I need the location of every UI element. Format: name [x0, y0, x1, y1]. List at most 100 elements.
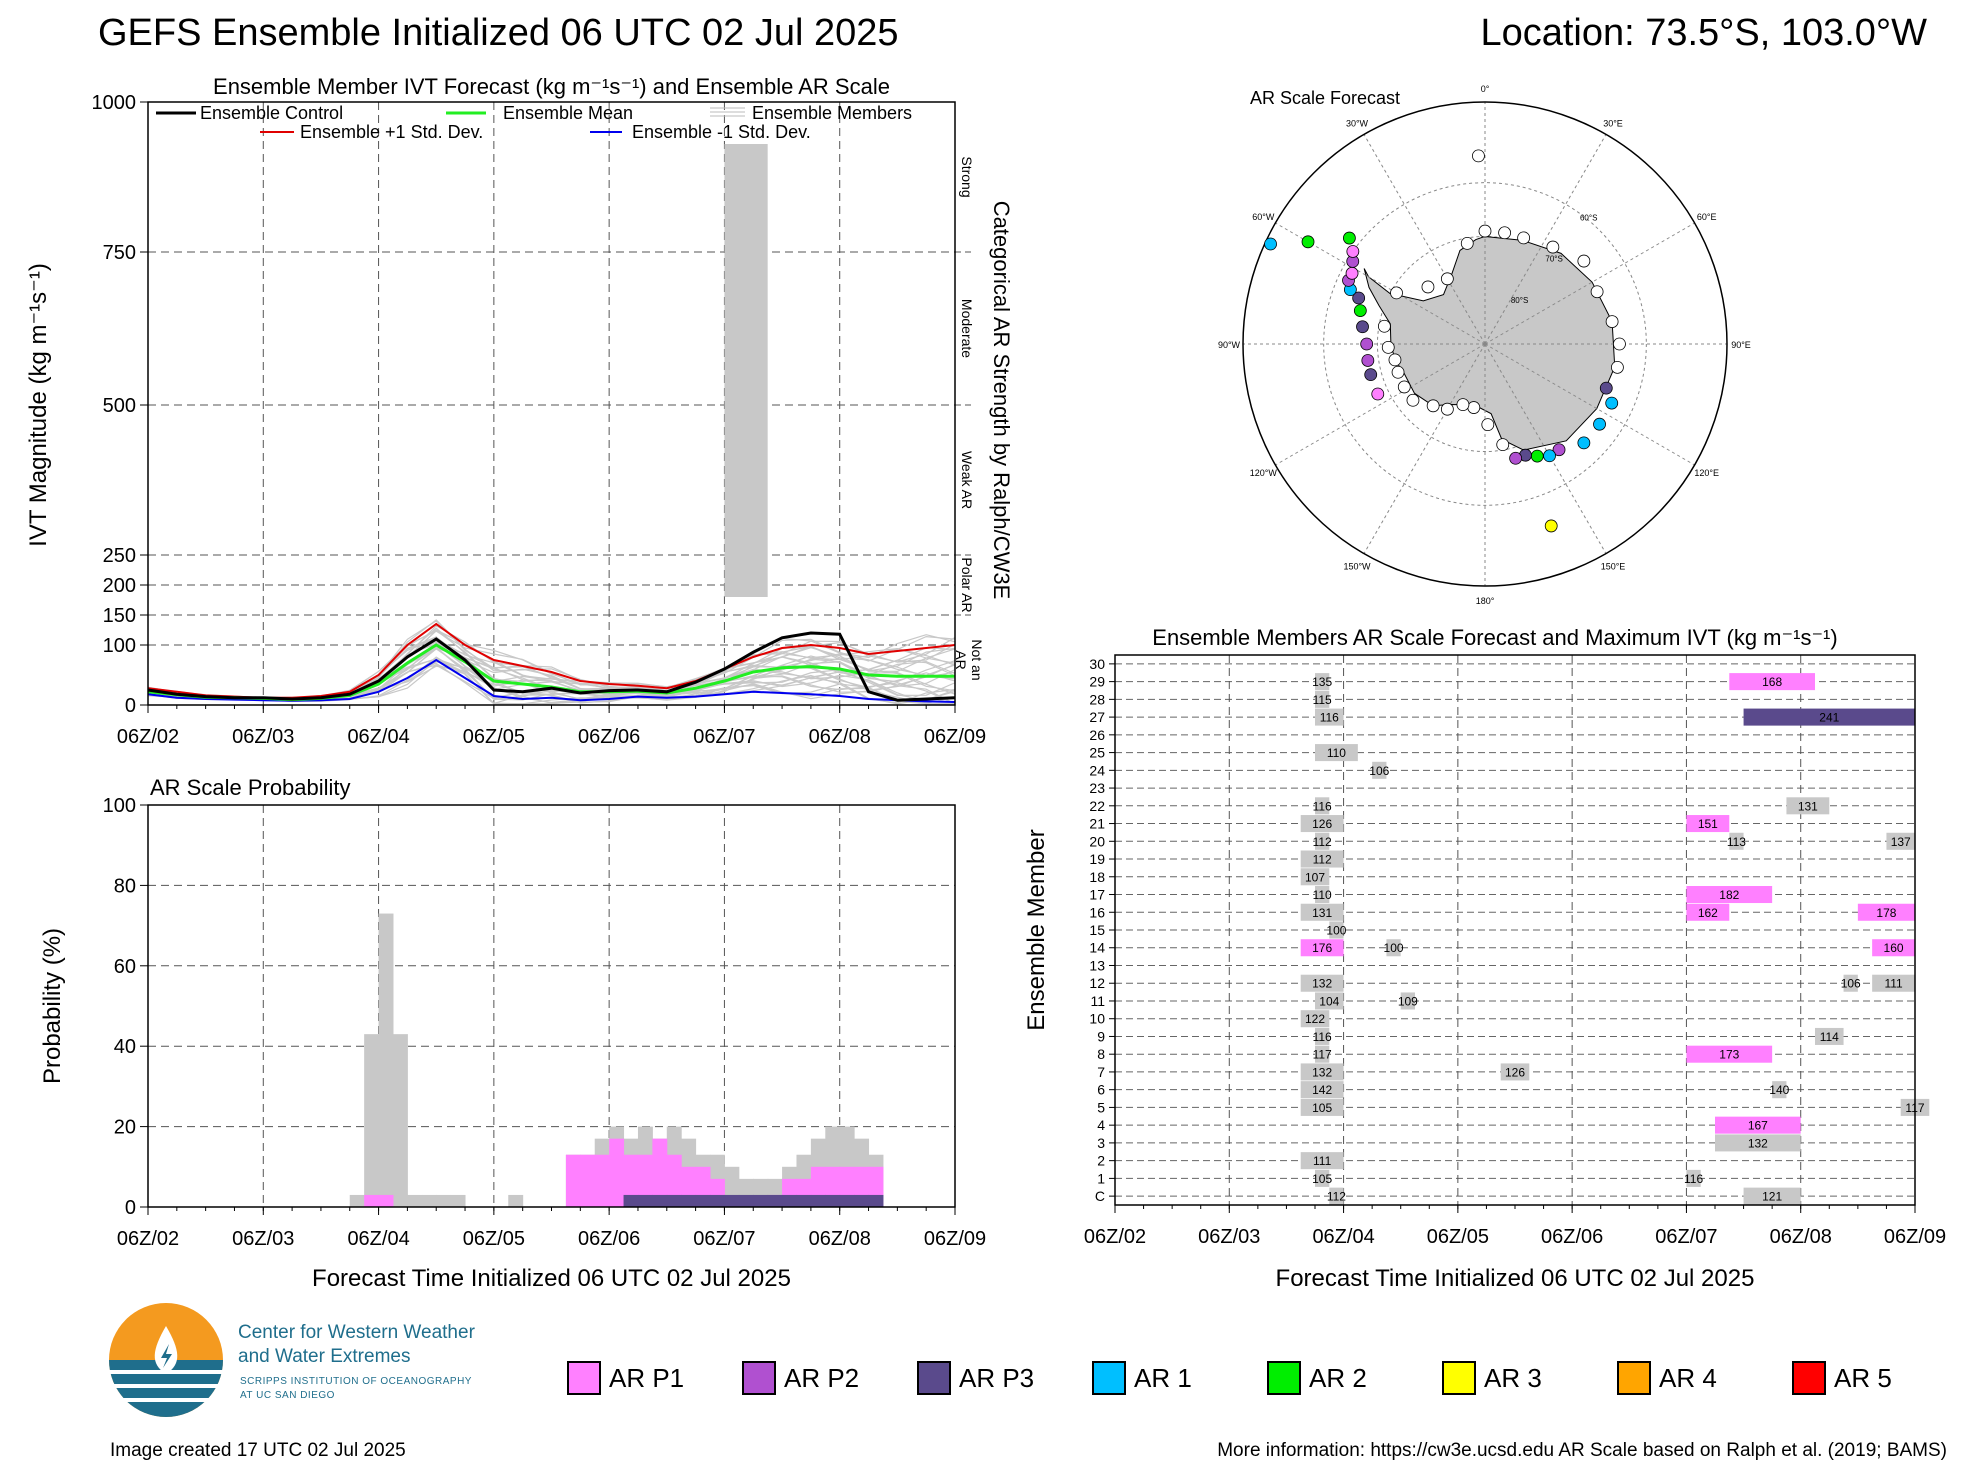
prob-bar-ar-p1 — [652, 1138, 668, 1207]
members-xtick-label: 06Z/06 — [1541, 1226, 1603, 1248]
map-point — [1467, 401, 1481, 414]
legend-item-ar-3: AR 3 — [1442, 1360, 1542, 1396]
logo-water-half — [109, 1360, 223, 1417]
legend-swatch — [1267, 1361, 1301, 1395]
member-ytick-label: 11 — [1090, 993, 1105, 1009]
lon-label: 60°W — [1252, 212, 1275, 222]
member-event-label: 167 — [1748, 1119, 1768, 1133]
antarctica-landmass — [1363, 235, 1616, 451]
map-boundary — [1242, 101, 1728, 587]
legend-plus-label: Ensemble +1 Std. Dev. — [300, 122, 483, 142]
member-event-bar — [1786, 797, 1830, 815]
member-event-label: 105 — [1312, 1172, 1332, 1186]
legend-item-ar-5: AR 5 — [1792, 1360, 1892, 1396]
prob-bar-members — [421, 1194, 437, 1207]
member-ytick-label: 12 — [1089, 975, 1105, 991]
logo-line-4: AT UC SAN DIEGO — [240, 1390, 335, 1401]
category-label: Polar AR — [959, 557, 975, 612]
legend-item-ar-p1: AR P1 — [567, 1360, 684, 1396]
member-ytick-label: 3 — [1097, 1135, 1105, 1151]
member-event-label: 111 — [1884, 977, 1903, 991]
map-point — [1361, 354, 1375, 367]
map-point — [1478, 224, 1492, 238]
prob-bar-members — [450, 1194, 466, 1207]
map-point — [1364, 368, 1378, 382]
map-point — [1517, 231, 1531, 245]
member-event-bar — [1300, 1010, 1330, 1028]
map-point — [1440, 402, 1454, 416]
member-event-bar — [1886, 832, 1915, 850]
member-ytick-label: 20 — [1089, 833, 1105, 849]
ivt-ylabel: IVT Magnitude (kg m⁻¹s⁻¹) — [25, 263, 52, 547]
logo-line-1: Center for Western Weather — [238, 1322, 475, 1343]
legend-item-ar-1: AR 1 — [1092, 1360, 1192, 1396]
member-event-label: 105 — [1312, 1101, 1332, 1115]
logo-wave-line — [109, 1384, 223, 1388]
member-event-bar — [1729, 832, 1744, 850]
prob-xtick-label: 06Z/02 — [117, 1228, 179, 1250]
lat-label: 70°S — [1545, 255, 1562, 264]
member-event-bar — [1300, 815, 1344, 833]
prob-bar-members — [349, 1194, 365, 1207]
legend-label: AR P2 — [784, 1362, 860, 1393]
member-event-label: 104 — [1319, 994, 1339, 1008]
member-event-label: 168 — [1762, 675, 1782, 689]
member-event-bar — [1686, 903, 1730, 921]
ivt-ytick-label: 100 — [103, 635, 136, 657]
member-event-label: 182 — [1719, 888, 1739, 902]
map-point — [1356, 320, 1369, 334]
member-event-bar — [1872, 939, 1915, 957]
legend-swatch — [917, 1361, 951, 1395]
lon-label: 90°E — [1731, 340, 1751, 350]
members-xtick-label: 06Z/02 — [1084, 1226, 1146, 1248]
meridian-line — [1275, 343, 1486, 466]
legend-members-label: Ensemble Members — [752, 103, 912, 123]
member-event-bar — [1400, 992, 1415, 1010]
prob-bar-ar-p3 — [738, 1194, 754, 1207]
image-created-label: Image created 17 UTC 02 Jul 2025 — [110, 1440, 406, 1461]
lon-label: 120°E — [1694, 468, 1719, 478]
map-point — [1593, 417, 1606, 431]
legend-swatch — [1617, 1361, 1651, 1395]
members-xtick-label: 06Z/09 — [1884, 1226, 1946, 1248]
member-ytick-label: 8 — [1097, 1046, 1105, 1062]
member-ytick-label: 27 — [1089, 709, 1105, 725]
prob-bar-members — [392, 1034, 408, 1207]
member-event-label: 132 — [1312, 1065, 1332, 1079]
member-ytick-label: 6 — [1097, 1082, 1105, 1098]
member-event-label: 117 — [1313, 1048, 1332, 1062]
map-point — [1352, 291, 1366, 305]
member-event-label: 132 — [1748, 1136, 1768, 1150]
member-event-label: 100 — [1384, 941, 1404, 955]
member-ytick-label: 15 — [1089, 922, 1105, 938]
member-ytick-label: 26 — [1089, 727, 1105, 743]
map-point — [1590, 285, 1604, 299]
lon-label: 180° — [1476, 596, 1495, 606]
member-ytick-label: 10 — [1089, 1011, 1105, 1027]
map-point — [1552, 443, 1566, 457]
member-event-label: 114 — [1820, 1030, 1839, 1044]
member-event-label: 173 — [1719, 1048, 1739, 1062]
prob-bar-ar-p1 — [666, 1154, 682, 1207]
members-xtick-label: 06Z/07 — [1655, 1226, 1717, 1248]
member-event-label: 112 — [1313, 853, 1332, 867]
legend-item-ar-2: AR 2 — [1267, 1360, 1367, 1396]
member-ytick-label: 1 — [1097, 1170, 1105, 1186]
members-ylabel: Ensemble Member — [1023, 829, 1050, 1030]
legend-item-ar-p3: AR P3 — [917, 1360, 1034, 1396]
member-event-label: 176 — [1312, 941, 1332, 955]
lon-label: 90°W — [1218, 340, 1241, 350]
legend-label: AR P1 — [609, 1362, 685, 1393]
map-point — [1546, 240, 1560, 254]
member-event-bar — [1315, 1045, 1330, 1063]
members-xtick-label: 06Z/03 — [1198, 1226, 1260, 1248]
member-ytick-label: C — [1095, 1188, 1105, 1204]
category-label-not-an-ar-1: Not an — [969, 639, 985, 680]
member-event-label: 109 — [1398, 994, 1418, 1008]
member-event-bar — [1300, 868, 1330, 886]
map-point — [1530, 449, 1544, 463]
prob-bar-ar-p3 — [681, 1194, 697, 1207]
map-point — [1456, 398, 1470, 412]
meridian-line — [1484, 134, 1607, 345]
prob-bar-members — [378, 913, 394, 1207]
